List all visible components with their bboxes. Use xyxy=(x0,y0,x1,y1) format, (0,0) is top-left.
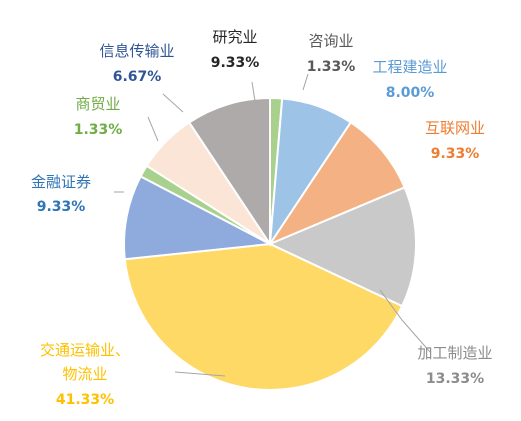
slice-label-5: 金融证券 xyxy=(31,173,91,191)
slice-label-1: 工程建造业 xyxy=(372,58,447,76)
slice-value-label-0: 1.33% xyxy=(307,59,356,75)
slice-label-7: 信息传输业 xyxy=(99,42,174,60)
slice-label-0: 咨询业 xyxy=(308,32,353,50)
labels-layer: 咨询业 1.33% 工程建造业 8.00% 互联网业 9.33% 加工制造业 13.33% 交通… xyxy=(31,28,493,408)
leader-line-7 xyxy=(162,93,184,113)
pie-slice-3 xyxy=(267,186,417,308)
slice-value-label-5: 9.33% xyxy=(37,199,86,215)
pie-slice-2 xyxy=(267,121,406,247)
slice-value-label-8: 9.33% xyxy=(211,55,260,71)
slice-value-label-4: 41.33% xyxy=(56,392,114,408)
slice-value-label-3: 13.33% xyxy=(426,371,484,387)
pie-slice-8 xyxy=(187,96,271,248)
slice-value-label-7: 6.67% xyxy=(113,69,162,85)
slice-value-label-2: 9.33% xyxy=(431,146,480,162)
slice-label-4-line-1: 物流业 xyxy=(62,365,107,383)
leader-line-3 xyxy=(379,289,431,353)
slices-layer xyxy=(123,96,417,391)
leader-line-6 xyxy=(147,116,159,142)
pie-slice-5 xyxy=(123,175,274,261)
slice-value-label-1: 8.00% xyxy=(386,85,435,101)
slice-label-4-line-0: 交通运输业、 xyxy=(40,341,130,359)
slice-label-2: 互联网业 xyxy=(425,119,485,137)
slice-value-label-6: 1.33% xyxy=(74,122,123,138)
leader-line-4 xyxy=(174,371,226,377)
leader-line-0 xyxy=(302,73,309,91)
slice-label-8: 研究业 xyxy=(212,28,257,46)
leader-lines-layer xyxy=(114,73,431,377)
slice-label-3: 加工制造业 xyxy=(417,344,492,362)
slice-label-6: 商贸业 xyxy=(75,95,120,113)
leader-line-8 xyxy=(251,81,256,102)
pie-slice-4 xyxy=(123,242,404,391)
